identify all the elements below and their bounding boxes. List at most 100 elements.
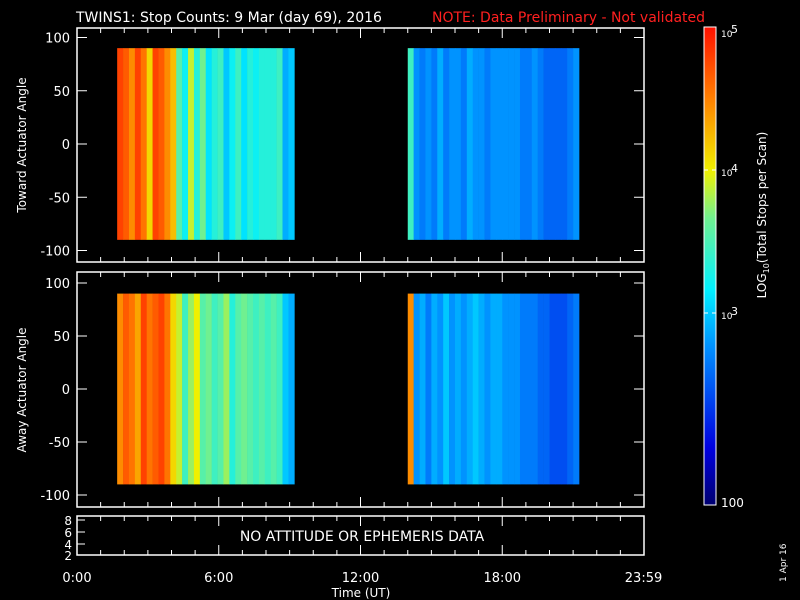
- spectrogram-column: [229, 48, 236, 240]
- spectrogram-column: [460, 48, 468, 240]
- spectrogram-column: [561, 48, 568, 240]
- spectrogram-column: [443, 293, 450, 485]
- spectrogram-column: [282, 293, 289, 485]
- spectrogram-column: [413, 48, 420, 240]
- spectrogram-column: [484, 293, 491, 485]
- spectrogram-column: [223, 48, 230, 240]
- spectrogram-column: [431, 48, 438, 240]
- spectrogram-column: [437, 48, 444, 240]
- spectrogram-column: [134, 48, 142, 240]
- spectrogram-column: [276, 293, 283, 485]
- spectrogram-column: [549, 293, 556, 485]
- spectrogram-column: [490, 48, 497, 240]
- spectrogram-column: [241, 293, 248, 485]
- spectrogram-column: [270, 48, 277, 240]
- x-tick-label: 23:59: [625, 571, 662, 586]
- spectrogram-column: [140, 293, 147, 485]
- spectrogram-column: [567, 293, 574, 485]
- spectrogram-column: [229, 293, 236, 485]
- spectrogram-column: [288, 293, 295, 485]
- spectrogram-column: [543, 293, 550, 485]
- spectrogram-column: [146, 293, 153, 485]
- svg-text:10: 10: [721, 312, 733, 322]
- spectrogram-column: [519, 48, 527, 240]
- spectrogram-column: [437, 293, 444, 485]
- spectrogram-column: [478, 293, 485, 485]
- spectrogram-column: [531, 293, 538, 485]
- plot-title: TWINS1: Stop Counts: 9 Mar (day 69), 201…: [75, 10, 382, 26]
- spectrogram-column: [502, 48, 509, 240]
- y-tick-label: 100: [45, 32, 70, 47]
- spectrogram-column: [205, 293, 212, 485]
- spectrogram-column: [508, 48, 515, 240]
- spectrogram-column: [270, 293, 277, 485]
- svg-text:10: 10: [721, 169, 733, 179]
- svg-text:10: 10: [721, 30, 733, 40]
- spectrogram-column: [247, 293, 254, 485]
- spectrogram-column: [258, 293, 266, 485]
- spectrogram-column: [176, 293, 183, 485]
- spectrogram-column: [496, 293, 503, 485]
- spectrogram-column: [472, 293, 479, 485]
- colorbar: [703, 26, 717, 506]
- spectrogram-column: [449, 293, 456, 485]
- spectrogram-column: [158, 48, 165, 240]
- spectrogram-column: [519, 293, 527, 485]
- spectrogram-column: [128, 293, 136, 485]
- spectrogram-column: [217, 293, 224, 485]
- spectrogram-column: [152, 48, 159, 240]
- spectrogram-column: [152, 293, 159, 485]
- spectrogram-column: [188, 48, 195, 240]
- y-tick-label: -100: [40, 489, 70, 504]
- spectrogram-column: [443, 48, 450, 240]
- spectrogram-column: [253, 48, 260, 240]
- spectrogram-column: [460, 293, 468, 485]
- spectrogram-column: [140, 48, 147, 240]
- spectrogram-column: [241, 48, 248, 240]
- generation-date: 1 Apr 16: [779, 543, 789, 582]
- spectrogram-column: [258, 48, 266, 240]
- spectrogram-column: [182, 293, 189, 485]
- spectrogram-column: [264, 293, 272, 485]
- spectrogram-column: [276, 48, 283, 240]
- x-axis-title: Time (UT): [331, 586, 391, 600]
- spectrogram-column: [223, 293, 230, 485]
- y-tick-label: 100: [45, 277, 70, 292]
- spectrogram-column: [413, 293, 420, 485]
- spectrogram-column: [193, 293, 201, 485]
- spectrogram-column: [264, 48, 272, 240]
- spectrogram-column: [555, 293, 562, 485]
- spectrogram-column: [508, 293, 515, 485]
- spectrogram-column: [146, 48, 153, 240]
- y-tick-label: 2: [64, 549, 72, 563]
- y-tick-label: 6: [64, 526, 72, 540]
- spectrogram-column: [478, 48, 485, 240]
- spectrogram-column: [199, 293, 207, 485]
- svg-text:3: 3: [731, 305, 738, 318]
- colorbar-tick-100: 100: [721, 496, 744, 510]
- x-tick-label: 18:00: [484, 571, 521, 586]
- spectrogram-column: [525, 293, 533, 485]
- spectrogram-column: [537, 48, 544, 240]
- spectrogram-column: [164, 48, 171, 240]
- spectrogram-column: [164, 293, 171, 485]
- spectrogram-column: [288, 48, 295, 240]
- away-angle-axis-title: Away Actuator Angle: [15, 327, 29, 452]
- spectrogram-column: [211, 293, 218, 485]
- y-tick-label: 50: [53, 330, 70, 345]
- spectrogram-column: [123, 293, 130, 485]
- spectrogram-column: [407, 48, 414, 240]
- panel-2: 100 50 0 -50 -100: [40, 271, 645, 508]
- spectrogram-column: [455, 48, 462, 240]
- spectrogram-column: [419, 293, 426, 485]
- spectrogram-column: [425, 48, 432, 240]
- spectrogram-column: [455, 293, 462, 485]
- spectrogram-column: [419, 48, 426, 240]
- spectrogram-column: [573, 293, 580, 485]
- colorbar-tick-1e5: 105: [721, 23, 738, 40]
- spectrogram-column: [407, 293, 414, 485]
- spectrogram-column: [282, 48, 289, 240]
- spectrogram-column: [170, 48, 177, 240]
